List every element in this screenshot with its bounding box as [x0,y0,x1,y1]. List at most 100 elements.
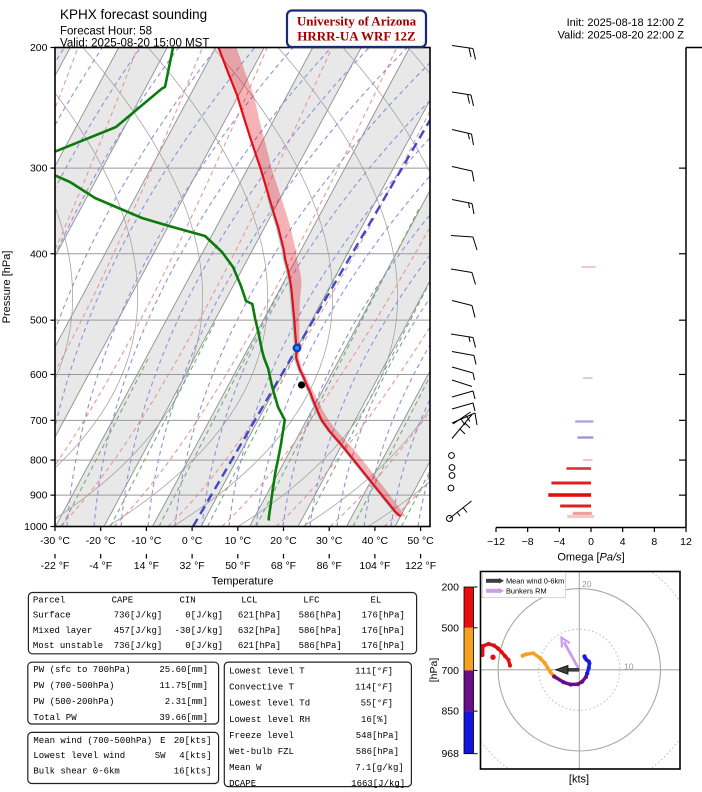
svg-text:Bulk shear 0-6km: Bulk shear 0-6km [33,767,119,777]
svg-text:Lowest level T: Lowest level T [229,667,305,677]
svg-text:586[hPa]: 586[hPa] [299,611,342,621]
svg-text:25.60[mm]: 25.60[mm] [159,665,208,675]
svg-text:114[°F]: 114[°F] [355,683,393,693]
svg-text:E: E [160,736,165,746]
svg-text:Surface: Surface [33,611,71,621]
svg-text:Lowest level wind: Lowest level wind [33,751,125,761]
svg-text:86 °F: 86 °F [317,560,342,572]
svg-text:200: 200 [30,42,48,54]
svg-text:4[kts]: 4[kts] [179,751,211,761]
svg-text:111[°F]: 111[°F] [355,667,393,677]
svg-text:Lowest level Td: Lowest level Td [229,699,310,709]
svg-text:-30 °C: -30 °C [40,535,70,547]
svg-text:-10 °C: -10 °C [131,535,161,547]
svg-text:850: 850 [441,706,459,718]
svg-text:621[hPa]: 621[hPa] [238,641,281,651]
svg-text:700: 700 [30,415,48,427]
svg-text:−4: −4 [553,536,565,548]
svg-text:Mean W: Mean W [229,763,262,773]
svg-text:University of Arizona: University of Arizona [297,14,417,29]
svg-text:11.75[mm]: 11.75[mm] [159,681,208,691]
svg-text:104 °F: 104 °F [359,560,390,572]
svg-text:Valid: 2025-08-20 15:00 MST: Valid: 2025-08-20 15:00 MST [60,38,209,50]
svg-text:CAPE: CAPE [112,596,134,606]
svg-text:32 °F: 32 °F [179,560,204,572]
svg-text:−8: −8 [522,536,534,548]
svg-text:CIN: CIN [179,596,195,606]
svg-text:Bunkers RM: Bunkers RM [506,587,547,596]
svg-text:Lowest level RH: Lowest level RH [229,715,310,725]
svg-text:16[%]: 16[%] [361,715,388,725]
svg-text:548[hPa]: 548[hPa] [356,731,399,741]
svg-text:0[J/kg]: 0[J/kg] [185,641,223,651]
svg-text:736[J/kg]: 736[J/kg] [114,641,163,651]
svg-text:900: 900 [30,490,48,502]
svg-text:LFC: LFC [303,596,320,606]
svg-text:2.31[mm]: 2.31[mm] [165,697,208,707]
svg-text:621[hPa]: 621[hPa] [238,611,281,621]
svg-text:50 °F: 50 °F [225,560,250,572]
svg-text:176[hPa]: 176[hPa] [362,641,405,651]
svg-text:KPHX forecast sounding: KPHX forecast sounding [60,7,207,22]
svg-text:0: 0 [588,536,594,548]
svg-text:−12: −12 [487,536,505,548]
svg-text:68 °F: 68 °F [271,560,296,572]
svg-text:[hPa]: [hPa] [428,658,440,683]
svg-text:Total PW: Total PW [33,713,77,723]
svg-text:10 °C: 10 °C [225,535,252,547]
svg-text:EL: EL [370,596,381,606]
svg-text:8: 8 [651,536,657,548]
svg-text:Temperature: Temperature [212,576,274,588]
svg-text:14 °F: 14 °F [134,560,159,572]
svg-text:LCL: LCL [241,596,257,606]
svg-text:Most unstable: Most unstable [33,641,103,651]
svg-text:PW (700-500hPa): PW (700-500hPa) [33,681,114,691]
svg-text:600: 600 [30,369,48,381]
svg-text:12: 12 [680,536,692,548]
svg-text:968: 968 [441,748,459,760]
svg-text:632[hPa]: 632[hPa] [238,626,281,636]
svg-text:300: 300 [30,163,48,175]
svg-text:[kts]: [kts] [569,774,589,786]
svg-text:Mean wind (700-500hPa): Mean wind (700-500hPa) [33,736,152,746]
svg-text:39.66[mm]: 39.66[mm] [159,713,208,723]
svg-text:122 °F: 122 °F [405,560,436,572]
svg-text:DCAPE: DCAPE [229,779,256,789]
svg-text:4: 4 [620,536,626,548]
svg-text:500: 500 [441,622,459,634]
svg-text:20 °C: 20 °C [270,535,297,547]
svg-text:0 °C: 0 °C [182,535,203,547]
svg-text:200: 200 [441,582,459,594]
svg-text:HRRR-UA WRF 12Z: HRRR-UA WRF 12Z [297,29,416,44]
svg-text:20[kts]: 20[kts] [174,736,212,746]
svg-text:176[hPa]: 176[hPa] [362,611,405,621]
svg-text:Pressure [hPa]: Pressure [hPa] [1,251,13,324]
svg-text:-30[J/kg]: -30[J/kg] [174,626,223,636]
svg-text:586[hPa]: 586[hPa] [299,641,342,651]
svg-text:SW: SW [155,751,166,761]
svg-text:Wet-bulb FZL: Wet-bulb FZL [229,747,294,757]
svg-text:500: 500 [30,315,48,327]
svg-text:400: 400 [30,248,48,260]
svg-text:457[J/kg]: 457[J/kg] [114,626,163,636]
svg-text:-20 °C: -20 °C [86,535,116,547]
svg-text:30 °C: 30 °C [316,535,343,547]
svg-text:10: 10 [624,662,634,672]
svg-text:50 °C: 50 °C [407,535,434,547]
svg-text:-4 °F: -4 °F [89,560,112,572]
svg-text:55[°F]: 55[°F] [361,699,393,709]
svg-text:40 °C: 40 °C [362,535,389,547]
svg-text:0[J/kg]: 0[J/kg] [185,611,223,621]
svg-text:1663[J/kg]: 1663[J/kg] [351,779,405,789]
svg-text:800: 800 [30,455,48,467]
svg-text:16[kts]: 16[kts] [174,767,212,777]
svg-text:7.1[g/kg]: 7.1[g/kg] [355,763,404,773]
svg-text:20: 20 [582,579,592,589]
svg-text:Mixed layer: Mixed layer [33,626,92,636]
svg-text:176[hPa]: 176[hPa] [362,626,405,636]
svg-text:Init: 2025-08-18 12:00 Z: Init: 2025-08-18 12:00 Z [567,17,685,29]
svg-text:Valid: 2025-08-20 22:00 Z: Valid: 2025-08-20 22:00 Z [558,30,685,42]
svg-text:1000: 1000 [24,521,48,533]
svg-text:586[hPa]: 586[hPa] [356,747,399,757]
svg-text:Mean wind 0-6km: Mean wind 0-6km [506,577,564,586]
